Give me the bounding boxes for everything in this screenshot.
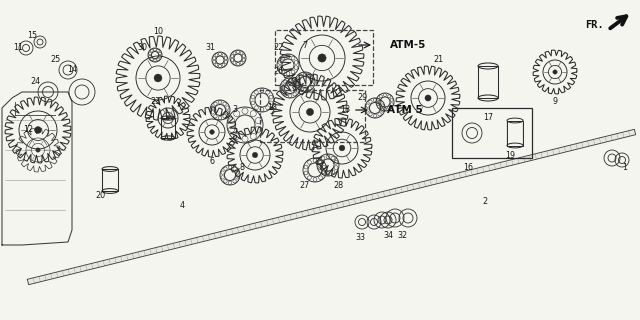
- Circle shape: [166, 116, 170, 120]
- Text: 6: 6: [209, 157, 214, 166]
- Bar: [275, 30, 373, 85]
- Bar: [102, 169, 118, 191]
- Text: 14: 14: [67, 66, 77, 75]
- Text: 18: 18: [340, 106, 350, 115]
- Text: 11: 11: [13, 44, 23, 52]
- Text: 4: 4: [179, 201, 184, 210]
- Text: 5: 5: [269, 108, 275, 116]
- Circle shape: [553, 70, 557, 74]
- Text: 33: 33: [355, 234, 365, 243]
- Text: 10: 10: [153, 28, 163, 36]
- Text: 13: 13: [267, 103, 277, 113]
- Text: 8: 8: [239, 164, 244, 172]
- Text: 23: 23: [150, 98, 160, 107]
- Polygon shape: [28, 129, 636, 285]
- Bar: [452, 108, 532, 158]
- Text: 29: 29: [357, 93, 367, 102]
- Text: 17: 17: [483, 114, 493, 123]
- Bar: [478, 66, 498, 98]
- Text: 24: 24: [30, 77, 40, 86]
- Text: 21: 21: [433, 55, 443, 65]
- Bar: [507, 121, 523, 146]
- Text: 27: 27: [300, 180, 310, 189]
- Text: 2: 2: [483, 197, 488, 206]
- Text: 25: 25: [50, 55, 60, 65]
- Text: ATM-5: ATM-5: [390, 40, 426, 50]
- Text: 9: 9: [552, 98, 557, 107]
- Bar: [161, 118, 175, 138]
- Text: ATM 5: ATM 5: [387, 105, 423, 115]
- Text: 26: 26: [273, 68, 283, 76]
- Circle shape: [318, 54, 326, 62]
- Circle shape: [35, 127, 42, 133]
- Circle shape: [210, 130, 214, 134]
- Text: 28: 28: [333, 180, 343, 189]
- Text: 12: 12: [23, 125, 33, 134]
- Circle shape: [307, 108, 314, 116]
- Text: 22: 22: [273, 44, 283, 52]
- Text: 7: 7: [303, 41, 308, 50]
- Text: 16: 16: [463, 164, 473, 172]
- Circle shape: [339, 145, 345, 151]
- Text: 31: 31: [205, 44, 215, 52]
- Circle shape: [154, 74, 162, 82]
- Text: 20: 20: [95, 190, 105, 199]
- Circle shape: [425, 95, 431, 101]
- Text: 34: 34: [383, 230, 393, 239]
- Text: 3: 3: [232, 106, 237, 115]
- Text: 32: 32: [397, 230, 407, 239]
- Text: FR.: FR.: [585, 20, 604, 30]
- Bar: [260, 90, 365, 142]
- Circle shape: [252, 152, 258, 158]
- Circle shape: [36, 148, 40, 152]
- Text: 30: 30: [137, 44, 147, 52]
- Text: 19: 19: [505, 150, 515, 159]
- Text: 15: 15: [27, 30, 37, 39]
- Text: 1: 1: [623, 164, 627, 172]
